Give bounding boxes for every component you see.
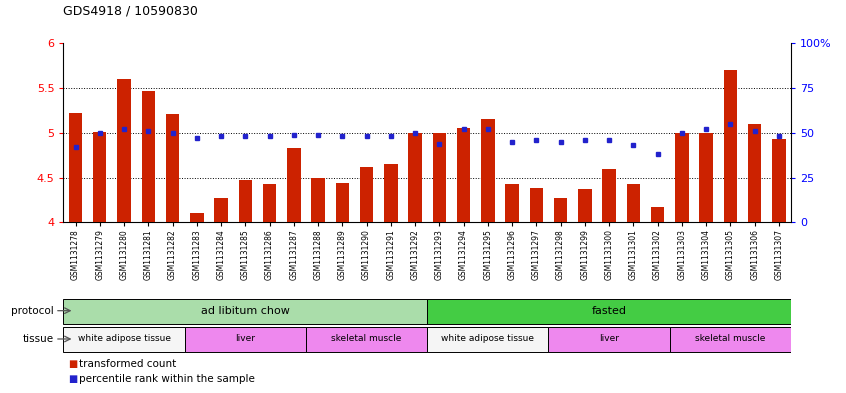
- Bar: [748, 124, 761, 222]
- Bar: [214, 198, 228, 222]
- Bar: [239, 180, 252, 222]
- Bar: [457, 129, 470, 222]
- Bar: [311, 178, 325, 222]
- Bar: [63, 327, 184, 352]
- Bar: [190, 213, 204, 222]
- Bar: [670, 327, 791, 352]
- Text: liver: liver: [599, 334, 619, 343]
- Bar: [409, 133, 422, 222]
- Bar: [287, 148, 300, 222]
- Bar: [306, 327, 427, 352]
- Text: protocol: protocol: [11, 306, 54, 316]
- Bar: [548, 327, 670, 352]
- Text: percentile rank within the sample: percentile rank within the sample: [79, 374, 255, 384]
- Bar: [141, 91, 155, 222]
- Bar: [384, 164, 398, 222]
- Bar: [69, 113, 82, 222]
- Bar: [481, 119, 495, 222]
- Bar: [427, 299, 791, 324]
- Bar: [505, 184, 519, 222]
- Text: GDS4918 / 10590830: GDS4918 / 10590830: [63, 5, 198, 18]
- Bar: [675, 133, 689, 222]
- Bar: [93, 132, 107, 222]
- Bar: [627, 184, 640, 222]
- Bar: [578, 189, 591, 222]
- Text: skeletal muscle: skeletal muscle: [695, 334, 766, 343]
- Text: white adipose tissue: white adipose tissue: [78, 334, 171, 343]
- Text: ad libitum chow: ad libitum chow: [201, 306, 290, 316]
- Bar: [651, 207, 664, 222]
- Bar: [263, 184, 277, 222]
- Bar: [184, 327, 306, 352]
- Bar: [772, 139, 786, 222]
- Text: skeletal muscle: skeletal muscle: [332, 334, 402, 343]
- Bar: [427, 327, 548, 352]
- Text: tissue: tissue: [23, 334, 54, 344]
- Text: ■: ■: [68, 374, 77, 384]
- Bar: [63, 299, 427, 324]
- Bar: [432, 133, 446, 222]
- Bar: [166, 114, 179, 222]
- Bar: [336, 183, 349, 222]
- Bar: [360, 167, 373, 222]
- Text: fasted: fasted: [591, 306, 627, 316]
- Bar: [118, 79, 131, 222]
- Bar: [723, 70, 737, 222]
- Bar: [700, 133, 713, 222]
- Text: ■: ■: [68, 358, 77, 369]
- Text: transformed count: transformed count: [79, 358, 176, 369]
- Text: liver: liver: [235, 334, 255, 343]
- Bar: [530, 188, 543, 222]
- Bar: [554, 198, 568, 222]
- Bar: [602, 169, 616, 222]
- Text: white adipose tissue: white adipose tissue: [442, 334, 535, 343]
